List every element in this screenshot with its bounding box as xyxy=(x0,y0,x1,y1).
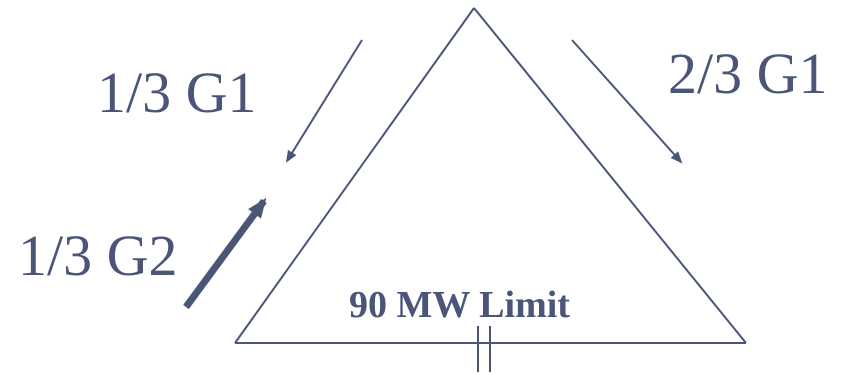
flow-arrow-2-3-g1 xyxy=(571,39,683,164)
flow-arrow-1-3-g2 xyxy=(183,197,267,310)
limit-marker xyxy=(477,326,491,372)
label-1-3-g1: 1/3 G1 xyxy=(97,60,257,125)
label-1-3-g2: 1/3 G2 xyxy=(18,223,178,288)
label-90-mw-limit: 90 MW Limit xyxy=(349,284,570,326)
flow-arrow-1-3-g1 xyxy=(285,39,363,163)
triangle-right-edge xyxy=(473,7,747,344)
label-2-3-g1: 2/3 G1 xyxy=(668,41,828,106)
triangle-left-edge xyxy=(234,7,475,344)
